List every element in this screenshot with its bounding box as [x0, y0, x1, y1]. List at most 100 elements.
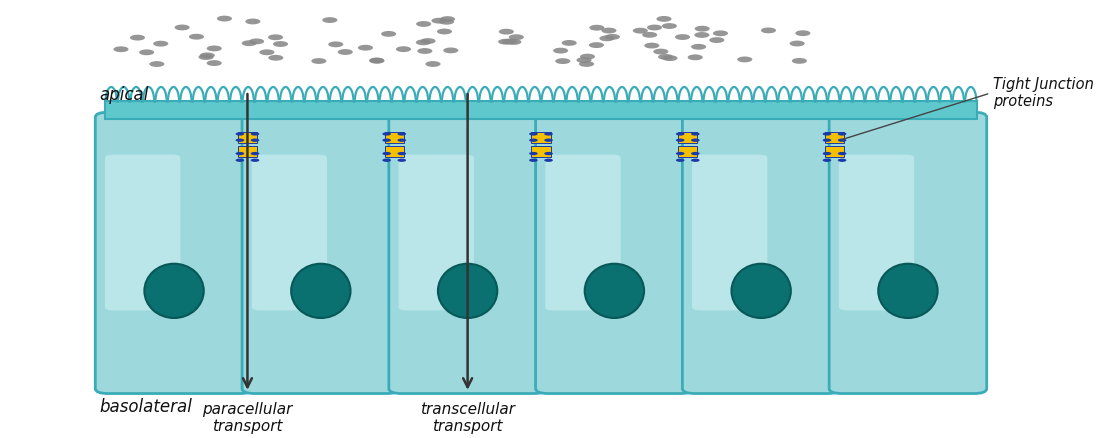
Circle shape: [421, 39, 435, 45]
Circle shape: [443, 48, 459, 54]
Circle shape: [838, 139, 846, 142]
FancyBboxPatch shape: [839, 155, 914, 311]
FancyBboxPatch shape: [545, 155, 621, 311]
Circle shape: [383, 139, 391, 142]
Circle shape: [529, 139, 538, 142]
Circle shape: [249, 39, 264, 45]
Circle shape: [499, 30, 514, 35]
Text: apical: apical: [99, 86, 149, 104]
Circle shape: [370, 59, 384, 64]
Circle shape: [175, 25, 189, 31]
Text: Tight Junction
proteins: Tight Junction proteins: [843, 77, 1094, 140]
Circle shape: [691, 133, 700, 136]
Bar: [531, 132, 551, 144]
Circle shape: [217, 17, 232, 22]
Circle shape: [553, 49, 569, 54]
Circle shape: [579, 62, 594, 68]
FancyBboxPatch shape: [692, 155, 767, 311]
Circle shape: [370, 58, 384, 64]
Ellipse shape: [731, 264, 791, 318]
Circle shape: [642, 33, 657, 39]
Circle shape: [114, 47, 128, 53]
Bar: [678, 132, 698, 144]
Circle shape: [674, 35, 690, 41]
Circle shape: [337, 50, 353, 56]
Circle shape: [207, 61, 221, 67]
Circle shape: [440, 17, 455, 23]
Circle shape: [823, 152, 831, 156]
Circle shape: [245, 20, 260, 25]
Circle shape: [544, 139, 553, 142]
Circle shape: [130, 35, 145, 42]
Circle shape: [425, 62, 441, 68]
Ellipse shape: [584, 264, 644, 318]
Circle shape: [644, 43, 659, 49]
Circle shape: [676, 133, 684, 136]
Circle shape: [657, 17, 671, 23]
Circle shape: [236, 152, 244, 156]
Text: paracellular
transport: paracellular transport: [203, 401, 293, 434]
Circle shape: [691, 159, 700, 162]
Circle shape: [838, 133, 846, 136]
Circle shape: [662, 56, 678, 62]
Circle shape: [676, 139, 684, 142]
Circle shape: [396, 47, 411, 53]
Circle shape: [691, 139, 700, 142]
Circle shape: [577, 58, 592, 64]
Bar: [678, 146, 698, 158]
FancyBboxPatch shape: [398, 155, 474, 311]
Circle shape: [823, 133, 831, 136]
Bar: [238, 146, 257, 158]
Circle shape: [589, 26, 604, 32]
Circle shape: [397, 152, 406, 156]
Ellipse shape: [292, 264, 351, 318]
Circle shape: [761, 28, 776, 34]
FancyBboxPatch shape: [535, 113, 693, 394]
Circle shape: [499, 40, 513, 46]
Circle shape: [838, 152, 846, 156]
Bar: [825, 132, 845, 144]
Circle shape: [358, 46, 373, 52]
Ellipse shape: [437, 264, 498, 318]
Circle shape: [416, 40, 431, 46]
Circle shape: [381, 32, 396, 38]
Circle shape: [632, 28, 648, 35]
Circle shape: [397, 133, 406, 136]
Circle shape: [529, 133, 538, 136]
Circle shape: [823, 159, 831, 162]
Circle shape: [600, 36, 614, 42]
Ellipse shape: [145, 264, 204, 318]
FancyBboxPatch shape: [388, 113, 546, 394]
Circle shape: [647, 25, 662, 32]
Circle shape: [580, 55, 595, 60]
Circle shape: [695, 33, 709, 39]
Circle shape: [268, 35, 283, 41]
Circle shape: [506, 40, 521, 46]
Circle shape: [236, 139, 244, 142]
Circle shape: [273, 42, 288, 48]
Circle shape: [709, 38, 725, 44]
Text: transcellular
transport: transcellular transport: [420, 401, 515, 434]
Circle shape: [323, 18, 337, 24]
Circle shape: [383, 152, 391, 156]
Circle shape: [789, 42, 805, 47]
Circle shape: [417, 49, 433, 55]
Circle shape: [437, 29, 452, 35]
Circle shape: [432, 19, 446, 25]
Circle shape: [250, 139, 259, 142]
Circle shape: [544, 133, 553, 136]
Circle shape: [268, 56, 284, 62]
Circle shape: [236, 133, 244, 136]
Circle shape: [199, 53, 215, 59]
Bar: [238, 132, 257, 144]
Bar: [531, 146, 551, 158]
Circle shape: [397, 139, 406, 142]
Circle shape: [662, 24, 677, 30]
Circle shape: [149, 62, 165, 68]
Circle shape: [544, 159, 553, 162]
Circle shape: [695, 27, 710, 32]
Circle shape: [676, 159, 684, 162]
Circle shape: [791, 59, 807, 65]
Circle shape: [529, 152, 538, 156]
Circle shape: [250, 133, 259, 136]
